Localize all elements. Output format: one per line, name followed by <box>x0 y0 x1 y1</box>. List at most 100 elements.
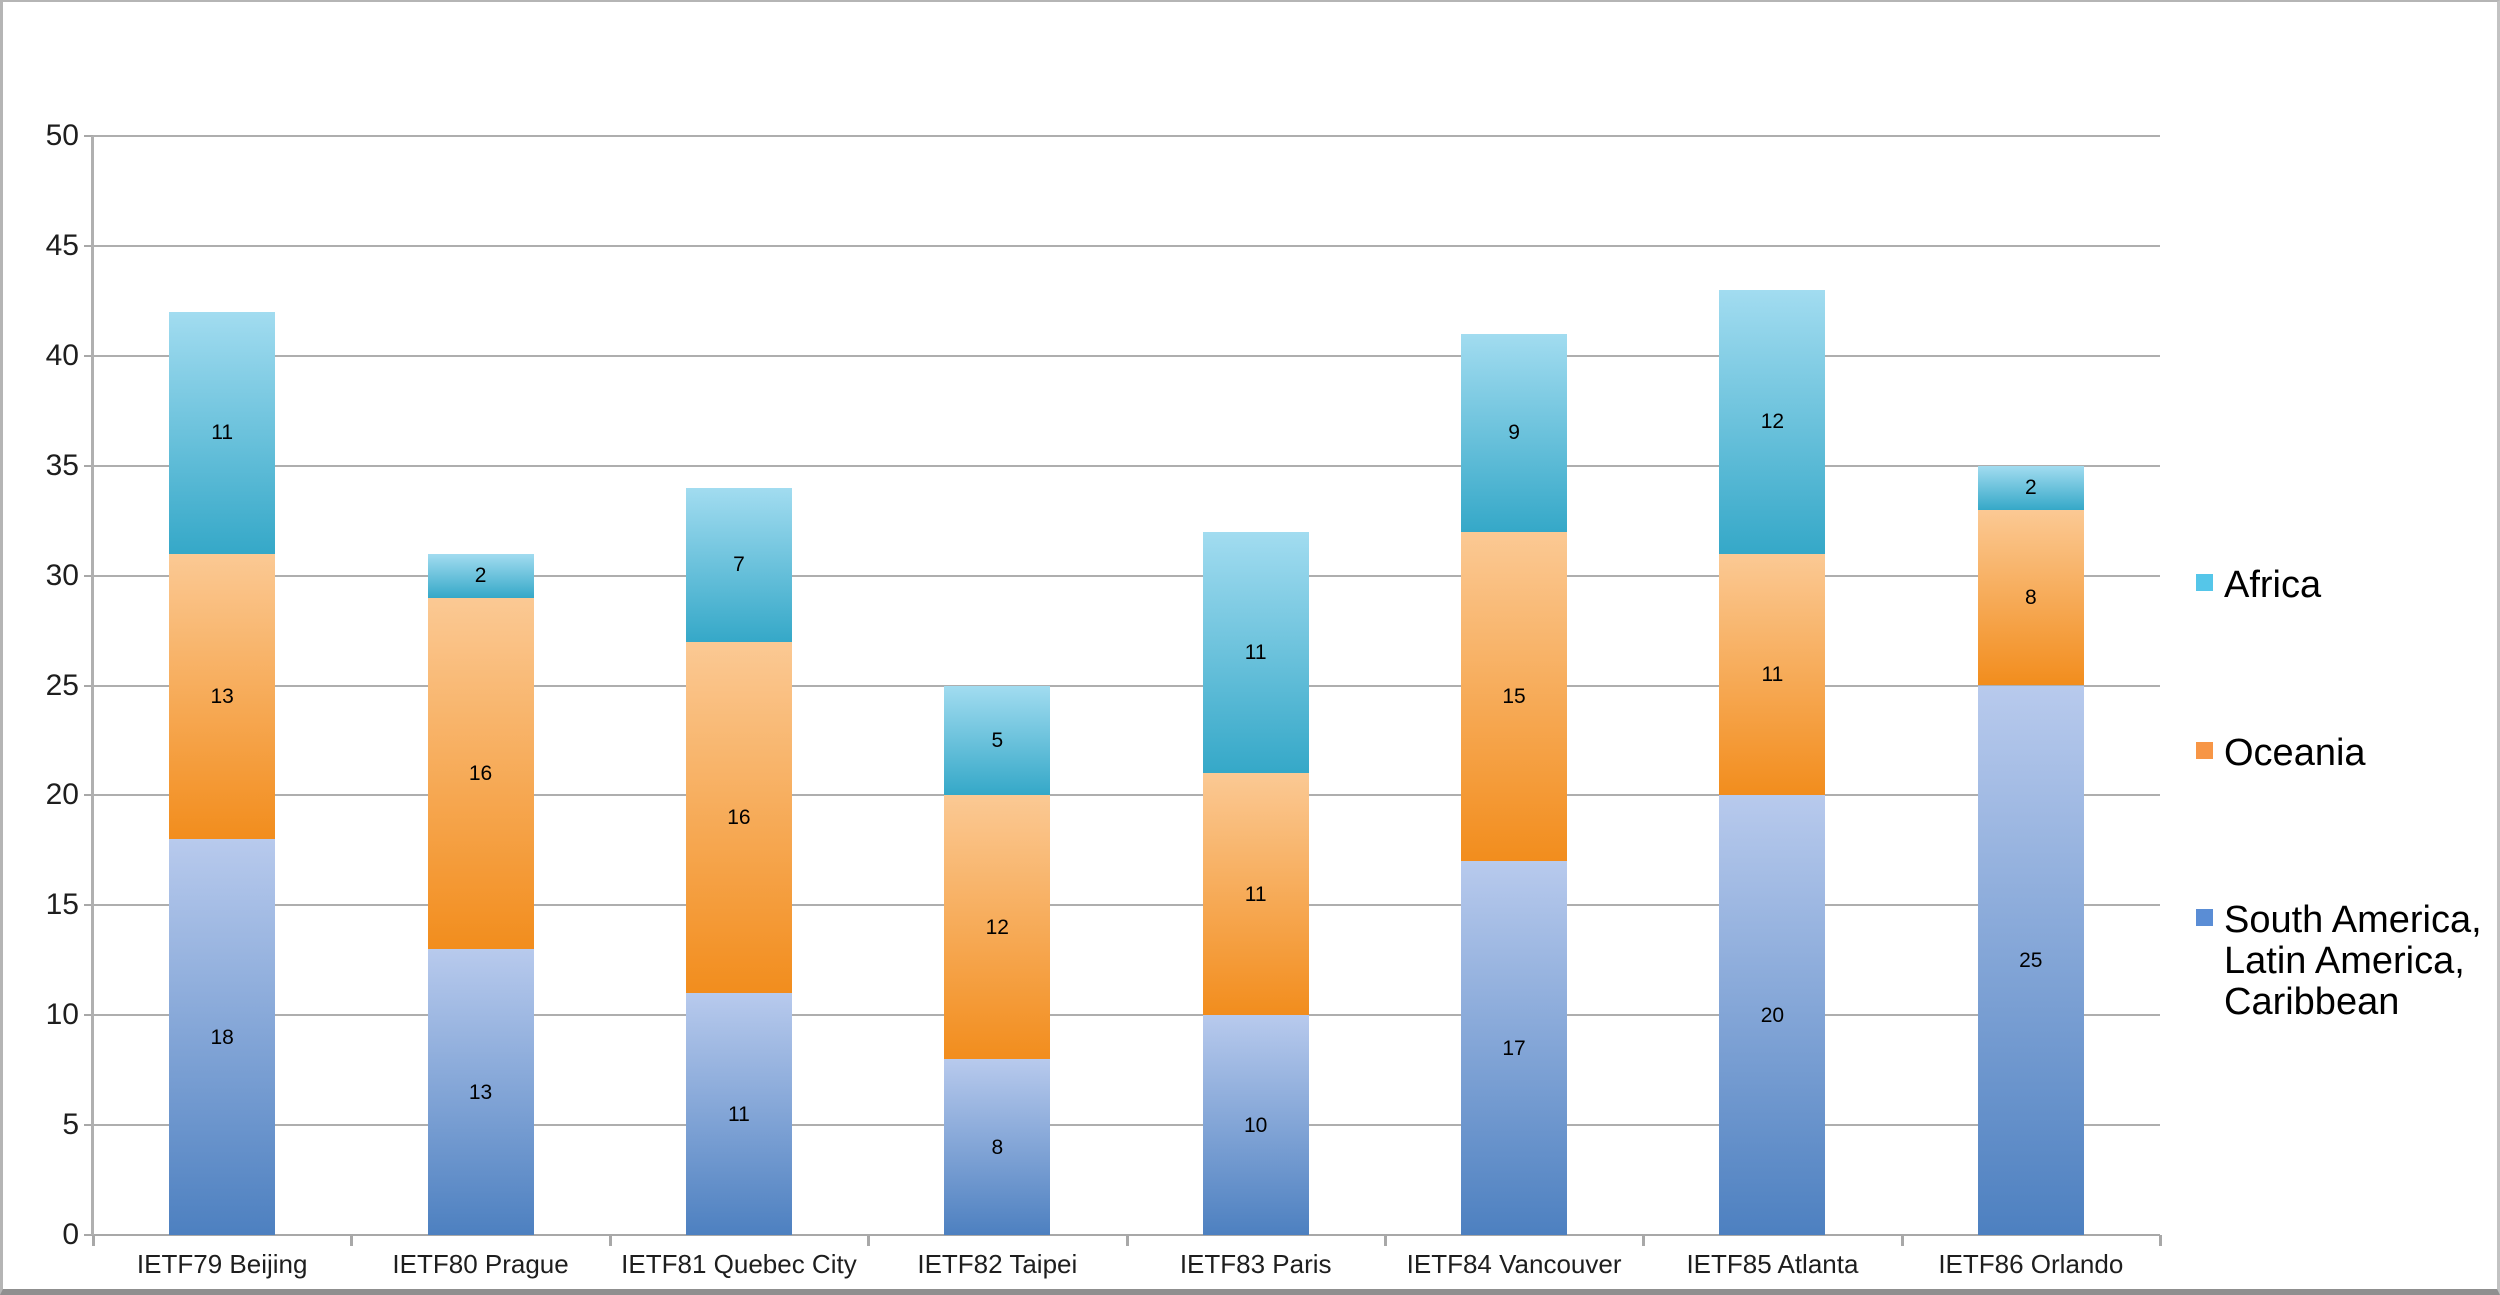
x-boundary-tick <box>2159 1235 2162 1246</box>
y-axis-label: 15 <box>45 888 79 922</box>
x-boundary-tick <box>350 1235 354 1246</box>
bar-segment-oceania: 11 <box>1202 773 1309 1016</box>
data-label: 8 <box>991 1135 1004 1159</box>
x-boundary-tick <box>867 1235 871 1246</box>
y-tick-40 <box>84 354 93 357</box>
y-axis-label: 50 <box>45 119 79 152</box>
legend-item-africa: Africa <box>2196 565 2321 606</box>
x-boundary-tick <box>1383 1235 1387 1246</box>
y-tick-30 <box>84 574 93 577</box>
y-axis-label: 45 <box>45 228 79 262</box>
data-label: 13 <box>468 1080 493 1104</box>
legend-item-oceania: Oceania <box>2196 733 2366 774</box>
bar-segment-africa: 9 <box>1461 333 1568 532</box>
data-label: 16 <box>727 805 751 829</box>
gridline-10 <box>93 1014 2160 1017</box>
x-axis-label: IETF82 Taipei <box>917 1249 1078 1279</box>
gridline-45 <box>93 244 2160 247</box>
gridline-5 <box>93 1124 2160 1127</box>
legend-swatch-icon <box>2196 909 2213 926</box>
y-axis-label: 20 <box>45 778 79 812</box>
bar-segment-oceania: 16 <box>685 641 792 994</box>
bar-segment-oceania: 12 <box>944 795 1051 1060</box>
x-axis-label: IETF81 Quebec City <box>621 1249 857 1279</box>
bar-segment-africa: 2 <box>1977 465 2084 510</box>
y-axis-line <box>91 136 94 1235</box>
data-label: 11 <box>211 421 234 445</box>
data-label: 20 <box>1760 1003 1785 1027</box>
bar-segment-oceania: 15 <box>1461 531 1568 862</box>
data-label: 12 <box>985 915 1009 939</box>
legend-label: Africa <box>2224 564 2322 606</box>
gridline-15 <box>93 904 2160 907</box>
y-tick-15 <box>84 904 93 907</box>
data-label: 15 <box>1502 684 1526 708</box>
bar-segment-africa: 5 <box>944 685 1051 796</box>
y-axis-label: 35 <box>45 448 79 482</box>
data-label: 11 <box>1244 641 1267 664</box>
data-label: 13 <box>210 684 234 708</box>
legend-swatch-icon <box>2196 574 2213 591</box>
bar-segment-africa: 11 <box>1202 531 1309 774</box>
x-axis-label: IETF79 Beijing <box>136 1249 308 1279</box>
gridline-35 <box>93 464 2160 467</box>
bar-segment-south-america: 13 <box>427 949 534 1235</box>
data-label: 8 <box>2024 586 2037 610</box>
y-axis-label: 30 <box>45 558 79 592</box>
x-axis-label: IETF86 Orlando <box>1938 1249 2124 1279</box>
bar-segment-oceania: 13 <box>169 553 276 840</box>
data-label: 11 <box>1761 662 1784 686</box>
y-axis-label: 10 <box>45 998 79 1032</box>
data-label: 11 <box>728 1102 750 1126</box>
data-label: 9 <box>1508 421 1520 445</box>
bar-segment-south-america: 20 <box>1719 795 1826 1235</box>
bar-segment-oceania: 11 <box>1719 553 1826 796</box>
data-label: 2 <box>2024 476 2037 500</box>
bar-segment-africa: 2 <box>427 553 534 598</box>
y-tick-10 <box>84 1014 93 1017</box>
y-axis-label: 5 <box>62 1108 79 1142</box>
y-axis-label: 40 <box>45 338 79 372</box>
data-label: 11 <box>1244 882 1267 906</box>
bar-segment-south-america: 25 <box>1977 685 2084 1235</box>
y-tick-45 <box>84 244 93 247</box>
y-tick-25 <box>84 684 93 687</box>
y-tick-20 <box>84 794 93 797</box>
y-axis-label: 0 <box>62 1218 79 1251</box>
legend-item-south-america: South America, Latin America, Caribbean <box>2196 900 2482 1023</box>
gridline-20 <box>93 794 2160 797</box>
legend-label: South America, Latin America, Caribbean <box>2224 899 2482 1023</box>
y-tick-35 <box>84 464 93 467</box>
x-boundary-tick <box>1642 1235 1646 1246</box>
y-axis-label: 25 <box>45 668 79 702</box>
bar-segment-oceania: 16 <box>427 597 534 950</box>
y-tick-5 <box>84 1124 93 1127</box>
gridline-25 <box>93 684 2160 687</box>
gridline-50 <box>93 135 2160 137</box>
data-label: 25 <box>2019 948 2043 972</box>
x-boundary-tick <box>1900 1235 1904 1246</box>
data-label: 7 <box>733 553 745 577</box>
bar-segment-south-america: 17 <box>1461 861 1568 1235</box>
data-label: 5 <box>991 728 1004 752</box>
data-label: 2 <box>474 564 487 588</box>
y-tick-0 <box>84 1234 93 1236</box>
gridline-30 <box>93 574 2160 577</box>
data-label: 10 <box>1244 1113 1268 1137</box>
bar-segment-africa: 7 <box>685 487 792 642</box>
x-axis-label: IETF80 Prague <box>392 1249 569 1279</box>
data-label: 18 <box>210 1025 234 1049</box>
bar-segment-south-america: 8 <box>944 1059 1051 1235</box>
y-tick-50 <box>84 135 93 137</box>
legend-swatch-icon <box>2196 742 2213 759</box>
legend-label: Oceania <box>2224 732 2366 774</box>
bar-segment-africa: 12 <box>1719 289 1826 554</box>
data-label: 17 <box>1502 1036 1526 1060</box>
data-label: 12 <box>1760 410 1785 434</box>
x-axis-label: IETF83 Paris <box>1179 1249 1332 1279</box>
x-boundary-tick <box>1125 1235 1129 1246</box>
x-boundary-tick <box>608 1235 612 1246</box>
bar-segment-oceania: 8 <box>1977 509 2084 686</box>
bar-segment-south-america: 18 <box>169 839 276 1235</box>
